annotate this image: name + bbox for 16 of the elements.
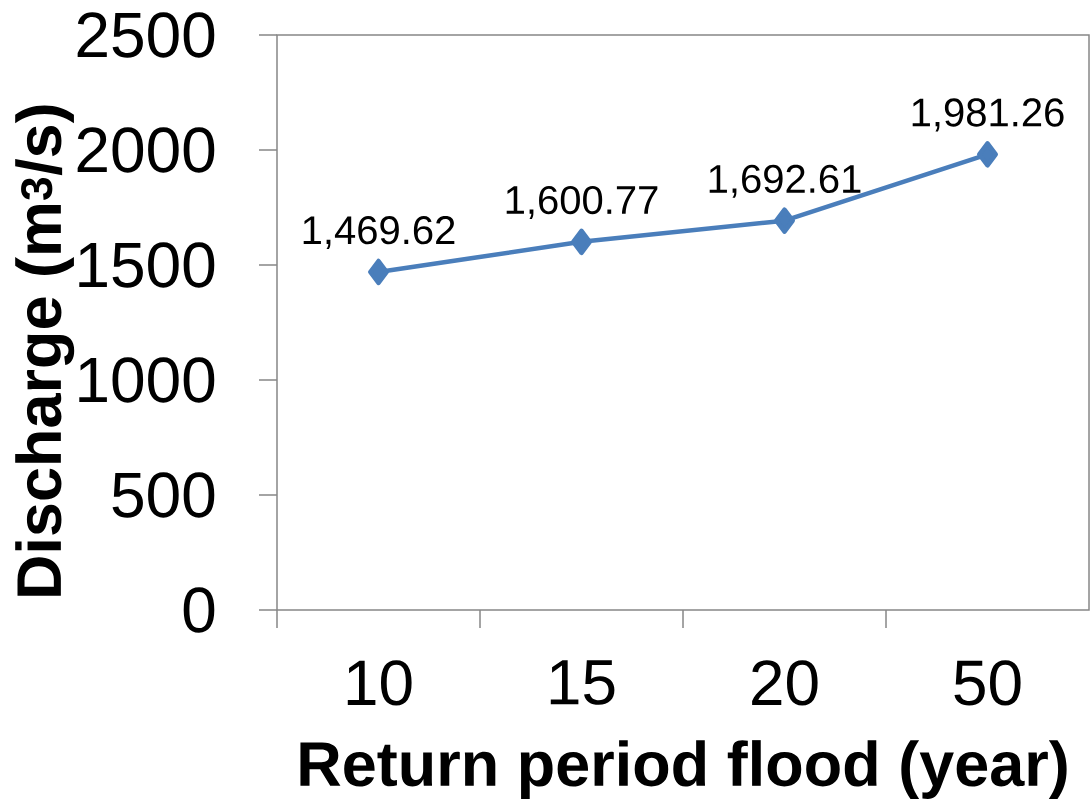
- y-tick-label: 2000: [77, 127, 215, 173]
- x-axis-title: Return period flood (year): [300, 740, 1067, 799]
- y-axis-title: Discharge (m$^{3}$/s): [15, 105, 75, 596]
- data-label: 1,692.61: [709, 164, 861, 198]
- x-tick-label: 20: [752, 660, 818, 706]
- data-label: 1,469.62: [303, 216, 455, 250]
- x-tick-label: 10: [347, 660, 412, 706]
- y-tick-label: 1000: [79, 357, 215, 403]
- x-tick-label: 15: [550, 660, 615, 705]
- data-label: 1,981.26: [912, 98, 1064, 132]
- y-tick-label: 1500: [79, 242, 215, 288]
- y-tick-label: 500: [112, 472, 215, 518]
- data-label: 1,600.77: [506, 185, 658, 219]
- y-tick-label: 2500: [77, 12, 215, 58]
- x-tick-label: 50: [954, 660, 1021, 706]
- y-tick-label: 0: [183, 587, 215, 633]
